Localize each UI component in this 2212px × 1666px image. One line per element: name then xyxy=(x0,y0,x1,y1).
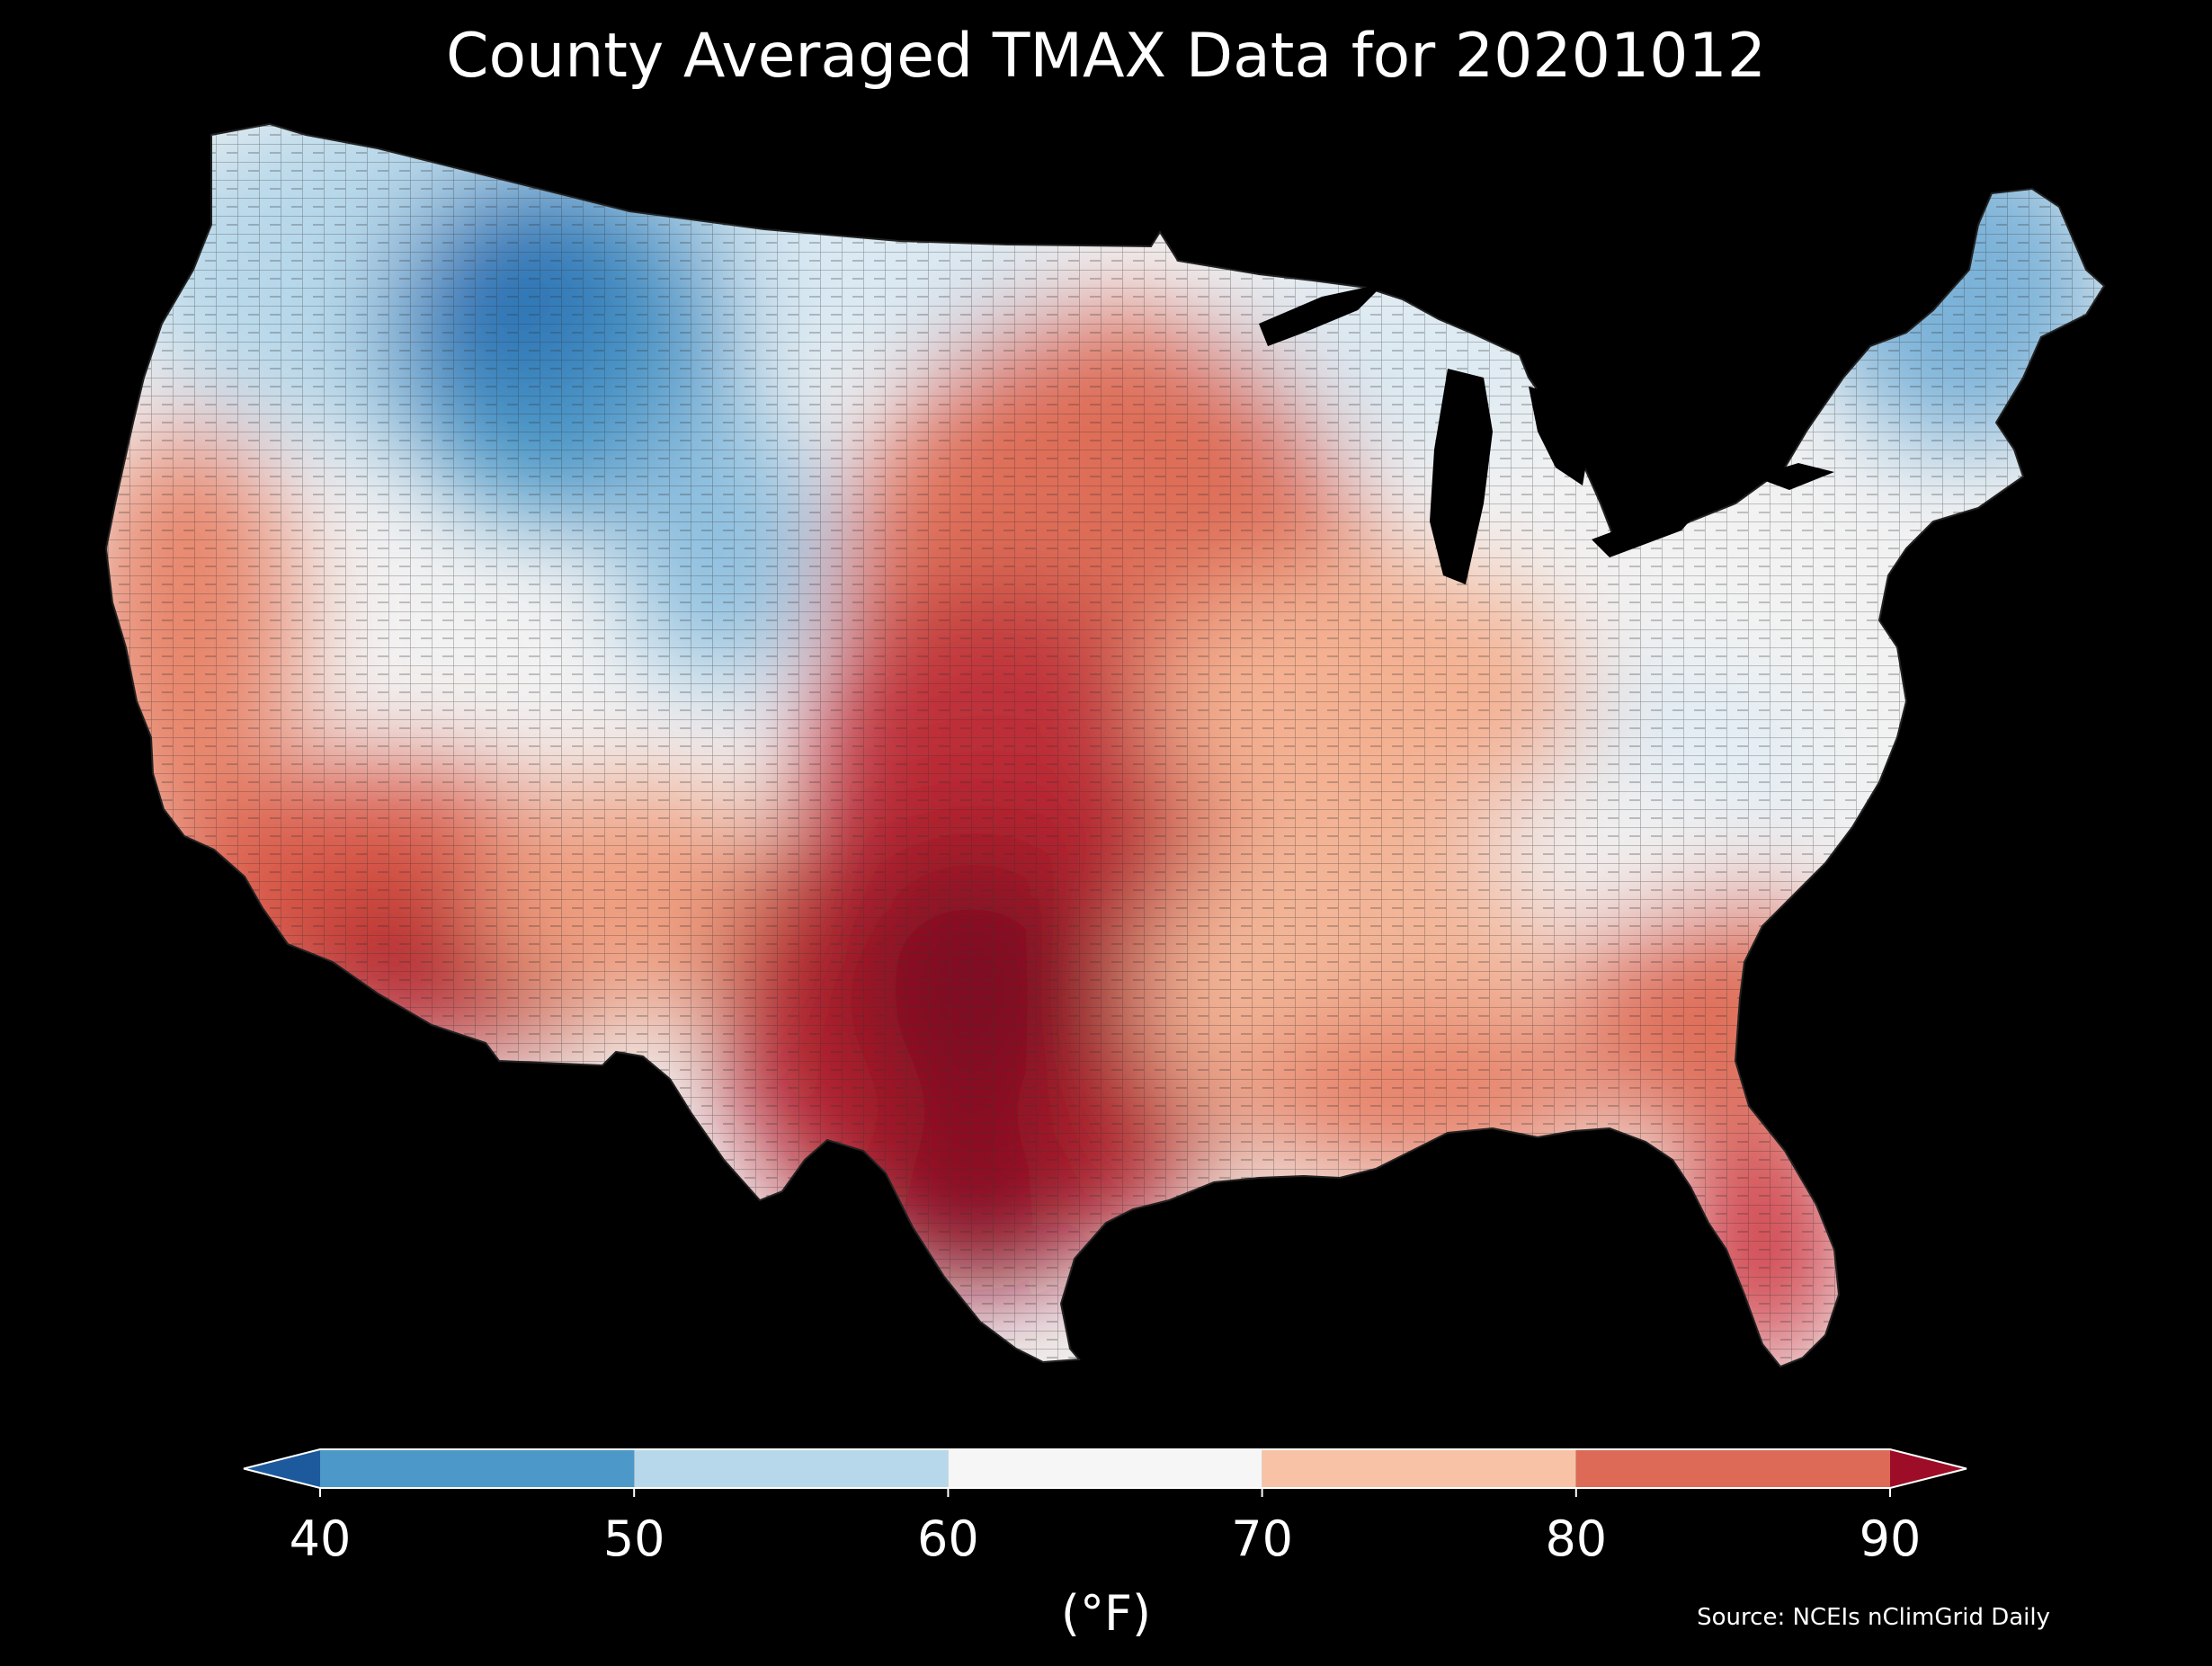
colorbar-bin-5 xyxy=(1575,1449,1890,1488)
lake-michigan xyxy=(1430,369,1493,584)
colorbar-tick-label: 80 xyxy=(1545,1510,1608,1567)
colorbar-bin-3 xyxy=(948,1449,1262,1488)
colorbar-tick-label: 70 xyxy=(1231,1510,1293,1567)
colorbar-bin-2 xyxy=(634,1449,949,1488)
colorbar-label: (°F) xyxy=(1060,1585,1152,1642)
source-note: Source: NCEIs nClimGrid Daily xyxy=(1697,1604,2050,1631)
lake-superior xyxy=(1259,283,1385,346)
colorbar-bin-1 xyxy=(320,1449,635,1488)
map-title: County Averaged TMAX Data for 20201012 xyxy=(446,21,1766,92)
lake-erie xyxy=(1592,499,1708,557)
colorbar-extend-high xyxy=(1890,1449,1967,1488)
great-lakes xyxy=(1259,283,1834,584)
colorbar xyxy=(243,1448,1967,1497)
colorbar-bin-4 xyxy=(1262,1449,1576,1488)
colorbar-extend-low xyxy=(244,1449,320,1488)
colorbar-tick-label: 50 xyxy=(602,1510,665,1567)
lake-huron xyxy=(1529,387,1592,486)
lake-ontario xyxy=(1753,463,1834,490)
colorbar-tick-label: 60 xyxy=(917,1510,979,1567)
colorbar-tick-label: 40 xyxy=(289,1510,352,1567)
us-outline xyxy=(104,122,2106,1368)
colorbar-tick-label: 90 xyxy=(1859,1510,1922,1567)
